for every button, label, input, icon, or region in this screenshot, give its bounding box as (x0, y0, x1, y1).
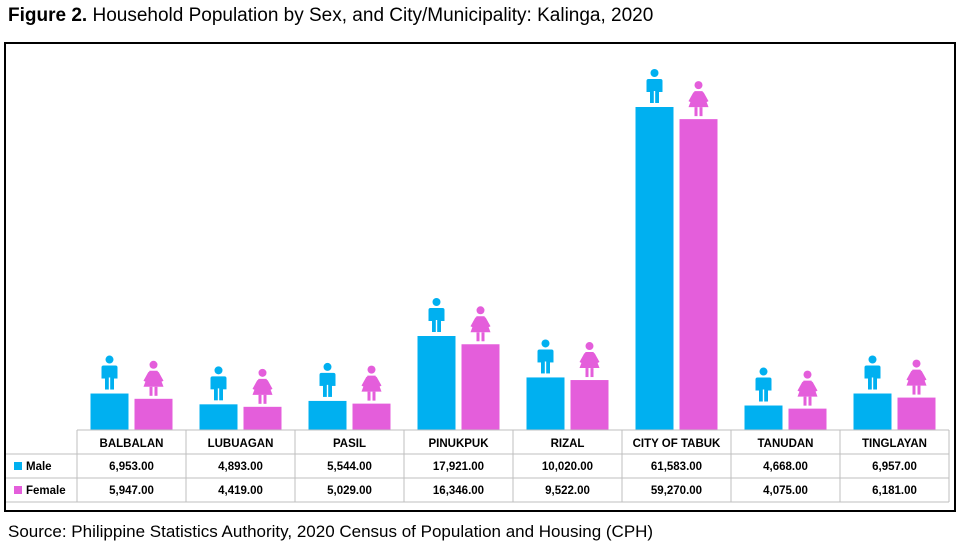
data-label: 4,075.00 (763, 485, 808, 497)
male-person-icon (101, 355, 118, 390)
female-bar (788, 408, 827, 430)
male-person-icon (646, 69, 663, 103)
figure-label: Figure 2. (8, 5, 88, 26)
data-label: 59,270.00 (651, 485, 702, 497)
male-bar (744, 405, 783, 430)
data-label: 4,419.00 (218, 485, 263, 497)
category-label: CITY OF TABUK (633, 438, 721, 450)
category-label: PINUKPUK (428, 438, 489, 450)
legend-key-male (14, 462, 22, 470)
chart-frame: BALBALAN LUBUAGAN PASIL PINUKPUK RIZAL CITY O… (4, 42, 956, 512)
data-label: 4,893.00 (218, 461, 263, 473)
category-label: TANUDAN (757, 438, 813, 450)
bar-chart: BALBALAN LUBUAGAN PASIL PINUKPUK RIZAL CITY O… (6, 69, 950, 503)
data-table-grid (6, 429, 950, 503)
female-bar (243, 406, 282, 430)
legend-label-female: Female (26, 485, 66, 497)
female-person-icon (361, 365, 382, 401)
female-bar (679, 119, 718, 430)
male-bar (417, 336, 456, 430)
legend-key-female (14, 486, 22, 494)
data-label: 17,921.00 (433, 461, 484, 473)
male-bar (853, 393, 892, 430)
male-person-icon (755, 367, 772, 402)
figure-title-text: Household Population by Sex, and City/Mu… (92, 5, 654, 26)
male-person-icon (864, 355, 881, 390)
data-label: 9,522.00 (545, 485, 590, 497)
female-bar (134, 398, 173, 430)
category-label: PASIL (333, 438, 366, 450)
male-bar (635, 107, 674, 430)
data-label: 16,346.00 (433, 485, 484, 497)
male-person-icon (319, 362, 336, 397)
category-label: RIZAL (551, 438, 585, 450)
female-bar (570, 380, 609, 430)
male-bar (90, 393, 129, 430)
male-person-icon (210, 366, 227, 401)
data-label: 61,583.00 (651, 461, 702, 473)
data-label: 6,181.00 (872, 485, 917, 497)
data-label: 10,020.00 (542, 461, 593, 473)
source-note: Source: Philippine Statistics Authority,… (8, 522, 654, 541)
data-label: 6,953.00 (109, 461, 154, 473)
female-person-icon (579, 342, 600, 378)
data-label: 5,029.00 (327, 485, 372, 497)
male-bar (308, 400, 347, 430)
female-bar (897, 397, 936, 430)
female-bar (461, 344, 500, 430)
female-person-icon (688, 81, 709, 117)
male-bar (199, 404, 238, 430)
category-label: TINGLAYAN (862, 438, 927, 450)
figure-title: Figure 2. Household Population by Sex, a… (8, 5, 653, 27)
male-person-icon (537, 339, 554, 374)
female-person-icon (143, 360, 164, 396)
female-person-icon (797, 370, 818, 406)
category-label: LUBUAGAN (208, 438, 274, 450)
male-bar (526, 377, 565, 430)
female-person-icon (252, 368, 273, 404)
data-label: 4,668.00 (763, 461, 808, 473)
female-person-icon (906, 359, 927, 395)
male-person-icon (428, 298, 445, 333)
data-label: 5,544.00 (327, 461, 372, 473)
legend-label-male: Male (26, 461, 52, 473)
category-label: BALBALAN (100, 438, 164, 450)
data-label: 5,947.00 (109, 485, 154, 497)
female-person-icon (470, 306, 491, 342)
female-bar (352, 403, 391, 430)
data-label: 6,957.00 (872, 461, 917, 473)
